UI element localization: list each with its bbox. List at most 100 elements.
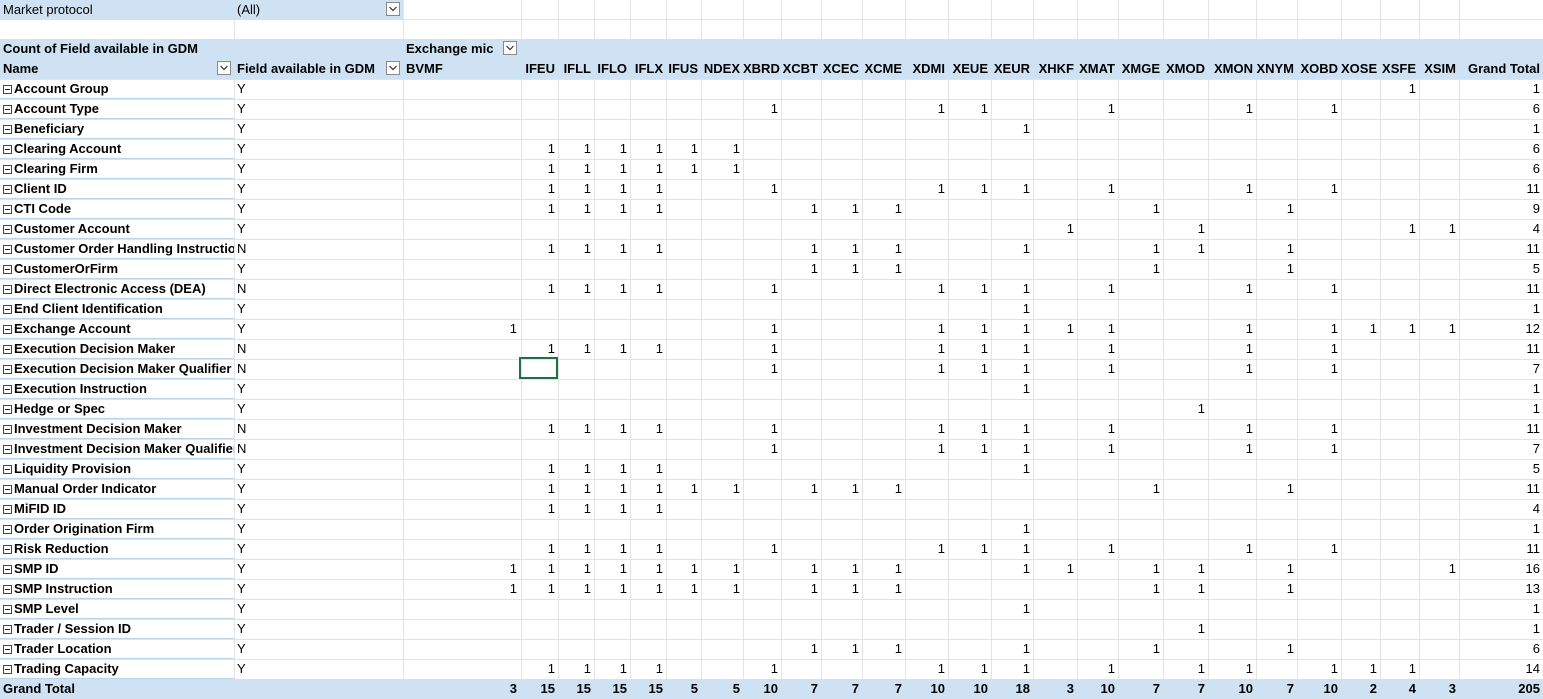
value-cell[interactable] (1341, 519, 1380, 539)
value-cell[interactable] (1163, 139, 1208, 159)
value-cell[interactable]: 1 (1197, 401, 1205, 416)
value-cell[interactable] (1077, 599, 1118, 619)
value-cell[interactable] (1208, 139, 1256, 159)
value-cell[interactable]: 1 (1107, 281, 1115, 296)
row-name-cell[interactable]: Customer Account (0, 219, 234, 239)
value-cell[interactable] (1163, 299, 1208, 319)
value-cell[interactable]: 1 (1022, 421, 1030, 436)
value-cell[interactable]: 1 (1330, 321, 1338, 336)
value-cell[interactable] (948, 579, 991, 599)
value-cell[interactable] (521, 639, 558, 659)
value-cell[interactable] (1077, 639, 1118, 659)
value-cell[interactable] (1033, 619, 1077, 639)
value-cell[interactable] (743, 199, 781, 219)
value-cell[interactable]: 1 (1022, 541, 1030, 556)
value-cell[interactable] (558, 379, 594, 399)
value-cell[interactable] (862, 179, 905, 199)
value-cell[interactable] (862, 279, 905, 299)
value-cell[interactable] (1118, 539, 1163, 559)
value-cell[interactable] (666, 499, 701, 519)
value-cell[interactable] (1419, 99, 1459, 119)
value-cell[interactable] (905, 159, 948, 179)
row-name-cell[interactable]: Risk Reduction (0, 539, 234, 559)
value-cell[interactable] (905, 579, 948, 599)
value-cell[interactable]: 1 (937, 341, 945, 356)
table-row[interactable]: Clearing Account Y 1 1 1 1 1 1 6 (0, 139, 1543, 159)
value-cell[interactable] (1163, 479, 1208, 499)
table-row[interactable]: Execution Decision Maker Qualifier N 1 1 1 1 1… (0, 359, 1543, 379)
value-cell[interactable] (1297, 459, 1341, 479)
value-cell[interactable] (1208, 479, 1256, 499)
value-cell[interactable] (821, 319, 862, 339)
value-cell[interactable] (594, 599, 630, 619)
value-cell[interactable]: 1 (980, 181, 988, 196)
value-cell[interactable] (1341, 619, 1380, 639)
value-cell[interactable] (1419, 79, 1459, 99)
value-cell[interactable] (1163, 279, 1208, 299)
row-name-cell[interactable]: Exchange Account (0, 319, 234, 339)
value-cell[interactable] (403, 379, 520, 399)
value-cell[interactable] (630, 319, 666, 339)
collapse-minus-icon[interactable] (3, 385, 12, 394)
value-cell[interactable]: 1 (583, 241, 591, 256)
value-cell[interactable] (1297, 579, 1341, 599)
value-cell[interactable]: 1 (1448, 321, 1456, 336)
column-header-ifus[interactable]: IFUS (668, 61, 698, 76)
value-cell[interactable] (743, 259, 781, 279)
value-cell[interactable] (630, 439, 666, 459)
column-header-xmat[interactable]: XMAT (1079, 61, 1115, 76)
value-cell[interactable] (403, 199, 520, 219)
value-cell[interactable] (1256, 399, 1297, 419)
row-name-cell[interactable]: Beneficiary (0, 119, 234, 139)
value-cell[interactable]: 1 (1330, 341, 1338, 356)
value-cell[interactable]: 1 (810, 261, 818, 276)
value-cell[interactable] (1380, 379, 1419, 399)
value-cell[interactable]: 1 (1286, 561, 1294, 576)
value-cell[interactable]: 1 (619, 461, 627, 476)
value-cell[interactable]: 1 (1448, 221, 1456, 236)
value-cell[interactable] (991, 79, 1033, 99)
value-cell[interactable] (701, 199, 743, 219)
value-cell[interactable] (1256, 119, 1297, 139)
value-cell[interactable] (666, 539, 701, 559)
value-cell[interactable] (1380, 519, 1419, 539)
value-cell[interactable] (1163, 79, 1208, 99)
value-cell[interactable] (991, 219, 1033, 239)
value-cell[interactable] (594, 319, 630, 339)
value-cell[interactable] (594, 259, 630, 279)
value-cell[interactable] (1341, 399, 1380, 419)
value-cell[interactable] (821, 459, 862, 479)
value-cell[interactable]: 1 (1245, 361, 1253, 376)
value-cell[interactable] (701, 359, 743, 379)
value-cell[interactable] (1256, 659, 1297, 679)
value-cell[interactable] (1033, 279, 1077, 299)
value-cell[interactable]: 1 (1330, 361, 1338, 376)
value-cell[interactable] (1341, 599, 1380, 619)
value-cell[interactable] (862, 139, 905, 159)
value-cell[interactable]: 1 (810, 641, 818, 656)
value-cell[interactable]: 1 (583, 561, 591, 576)
value-cell[interactable] (1380, 259, 1419, 279)
value-cell[interactable] (403, 239, 520, 259)
value-cell[interactable] (594, 219, 630, 239)
value-cell[interactable] (821, 659, 862, 679)
value-cell[interactable] (1033, 339, 1077, 359)
value-cell[interactable] (1118, 619, 1163, 639)
value-cell[interactable] (666, 599, 701, 619)
value-cell[interactable] (743, 459, 781, 479)
value-cell[interactable] (1380, 419, 1419, 439)
value-cell[interactable] (905, 379, 948, 399)
value-cell[interactable] (781, 139, 821, 159)
value-cell[interactable]: 1 (1369, 321, 1377, 336)
table-row[interactable]: CTI Code Y 1 1 1 1 1 1 1 1 1 9 (0, 199, 1543, 219)
value-cell[interactable] (948, 519, 991, 539)
value-cell[interactable] (1077, 379, 1118, 399)
value-cell[interactable] (1033, 359, 1077, 379)
value-cell[interactable] (743, 239, 781, 259)
value-cell[interactable] (1118, 439, 1163, 459)
value-cell[interactable] (821, 539, 862, 559)
table-row[interactable]: SMP Level Y 1 1 (0, 599, 1543, 619)
value-cell[interactable]: 1 (509, 581, 517, 596)
value-cell[interactable] (1419, 239, 1459, 259)
value-cell[interactable] (862, 499, 905, 519)
